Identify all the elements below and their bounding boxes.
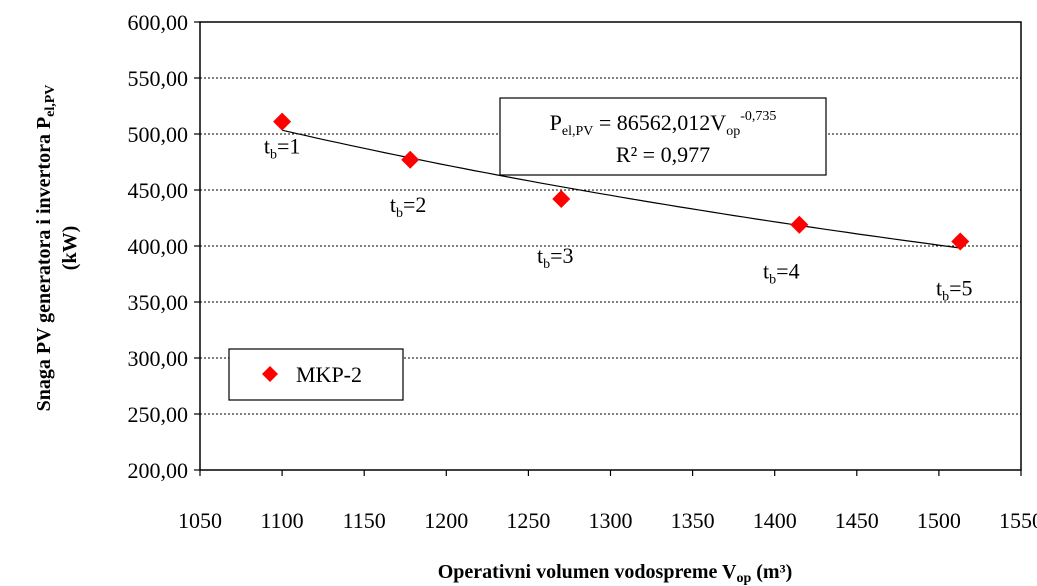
y-axis-title-line2: (kW) bbox=[59, 226, 81, 270]
y-tick-label: 350,00 bbox=[128, 290, 189, 315]
data-point-diamond bbox=[273, 112, 292, 131]
y-tick-label: 500,00 bbox=[128, 122, 189, 147]
y-axis-ticks: 200,00 250,00 300,00 350,00 400,00 450,00 500,… bbox=[128, 10, 200, 483]
data-point-diamond bbox=[401, 150, 420, 169]
legend-marker-diamond bbox=[262, 366, 278, 382]
y-tick-label: 600,00 bbox=[128, 10, 189, 35]
data-point-diamond bbox=[790, 215, 809, 234]
y-tick-label: 450,00 bbox=[128, 178, 189, 203]
x-tick-label: 1500 bbox=[917, 508, 961, 533]
equation-text: Pel,PV = 86562,012Vop-0,735 bbox=[550, 109, 777, 139]
x-tick-label: 1400 bbox=[753, 508, 797, 533]
point-label: tb=3 bbox=[537, 243, 574, 272]
r-squared-text: R² = 0,977 bbox=[616, 142, 710, 167]
x-tick-label: 1300 bbox=[589, 508, 633, 533]
x-tick-label: 1250 bbox=[506, 508, 550, 533]
equation-frame bbox=[499, 97, 827, 176]
x-axis-title: Operativni volumen vodospreme Vop (m³) bbox=[438, 561, 793, 586]
point-label: tb=1 bbox=[264, 134, 301, 163]
x-tick-label: 1450 bbox=[835, 508, 879, 533]
legend-frame bbox=[228, 348, 404, 401]
point-label: tb=5 bbox=[936, 276, 973, 305]
point-label: tb=4 bbox=[763, 259, 800, 288]
x-axis-ticks: 1050 1100 1150 1200 1250 1300 1350 1400 1450 1500… bbox=[178, 470, 1037, 533]
y-tick-label: 200,00 bbox=[128, 458, 189, 483]
x-tick-label: 1200 bbox=[424, 508, 468, 533]
data-point-diamond bbox=[951, 232, 970, 251]
y-axis-title-line1: Snaga PV generatora i invertora Pel,PV bbox=[33, 85, 58, 412]
power-trendline bbox=[281, 129, 961, 249]
x-tick-label: 1550 bbox=[999, 508, 1037, 533]
y-tick-label: 550,00 bbox=[128, 66, 189, 91]
y-tick-label: 400,00 bbox=[128, 234, 189, 259]
y-tick-label: 300,00 bbox=[128, 346, 189, 371]
y-tick-label: 250,00 bbox=[128, 402, 189, 427]
y-axis-title: Snaga PV generatora i invertora Pel,PV (… bbox=[33, 85, 81, 412]
point-labels: tb=1 tb=2 tb=3 tb=4 tb=5 bbox=[264, 134, 973, 305]
x-tick-label: 1050 bbox=[178, 508, 222, 533]
data-point-diamond bbox=[552, 189, 571, 208]
x-tick-label: 1350 bbox=[671, 508, 715, 533]
point-label: tb=2 bbox=[390, 192, 427, 221]
equation-box: Pel,PV = 86562,012Vop-0,735 R² = 0,977 bbox=[499, 97, 827, 176]
legend: MKP-2 bbox=[228, 348, 404, 401]
x-tick-label: 1150 bbox=[343, 508, 386, 533]
series-markers bbox=[273, 112, 970, 251]
x-tick-label: 1100 bbox=[261, 508, 304, 533]
legend-label: MKP-2 bbox=[296, 362, 362, 387]
